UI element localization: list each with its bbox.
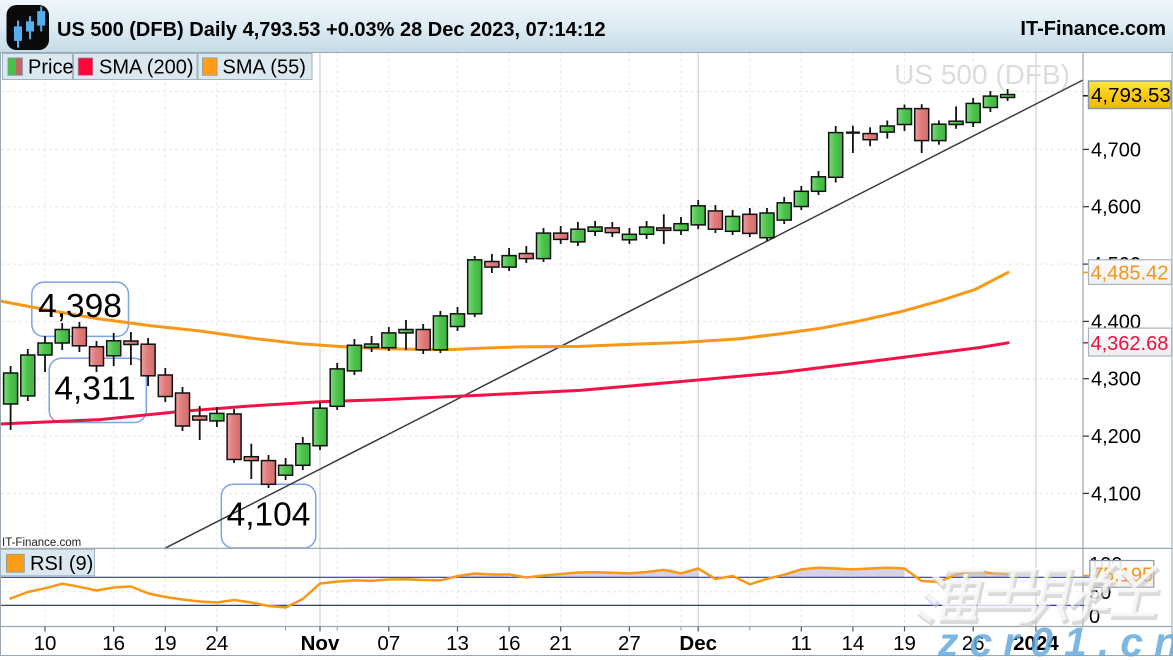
- svg-text:07: 07: [377, 632, 400, 655]
- svg-text:IT-Finance.com: IT-Finance.com: [1020, 18, 1166, 40]
- svg-text:SMA (200): SMA (200): [99, 57, 193, 79]
- svg-text:10: 10: [34, 632, 57, 655]
- svg-text:24: 24: [205, 632, 228, 655]
- svg-text:IT-Finance.com: IT-Finance.com: [2, 537, 81, 549]
- svg-text:4,362.68: 4,362.68: [1091, 333, 1169, 355]
- svg-text:4,200: 4,200: [1091, 426, 1141, 448]
- svg-text:19: 19: [893, 632, 916, 655]
- svg-text:4,398: 4,398: [38, 288, 122, 325]
- svg-text:16: 16: [102, 632, 125, 655]
- svg-text:13: 13: [446, 632, 469, 655]
- svg-text:16: 16: [498, 632, 521, 655]
- svg-text:RSI (9): RSI (9): [30, 553, 93, 575]
- svg-text:4,104: 4,104: [227, 496, 311, 533]
- svg-text:US 500 (DFB): US 500 (DFB): [894, 59, 1070, 90]
- svg-text:21: 21: [549, 632, 572, 655]
- svg-text:zcr01.cn: zcr01.cn: [937, 619, 1173, 660]
- svg-text:0: 0: [1089, 606, 1100, 628]
- svg-text:4,700: 4,700: [1091, 139, 1141, 161]
- svg-text:19: 19: [154, 632, 177, 655]
- svg-text:27: 27: [618, 632, 641, 655]
- svg-text:4,793.53: 4,793.53: [1091, 84, 1171, 107]
- svg-text:4,485.42: 4,485.42: [1091, 263, 1169, 285]
- svg-text:Nov: Nov: [301, 632, 340, 655]
- svg-text:Dec: Dec: [679, 632, 717, 655]
- svg-text:4,600: 4,600: [1091, 197, 1141, 219]
- svg-text:2024: 2024: [1013, 632, 1059, 655]
- svg-text:4,100: 4,100: [1091, 483, 1141, 505]
- svg-text:26: 26: [962, 632, 985, 655]
- svg-text:SMA (55): SMA (55): [223, 57, 306, 79]
- svg-text:4,311: 4,311: [54, 371, 135, 408]
- svg-text:11: 11: [791, 632, 812, 655]
- svg-text:14: 14: [841, 632, 864, 655]
- svg-text:Price: Price: [28, 57, 74, 79]
- svg-text:US 500 (DFB) Daily 4,793.53 +0: US 500 (DFB) Daily 4,793.53 +0.03% 28 De…: [57, 19, 606, 41]
- svg-text:4,300: 4,300: [1091, 369, 1141, 391]
